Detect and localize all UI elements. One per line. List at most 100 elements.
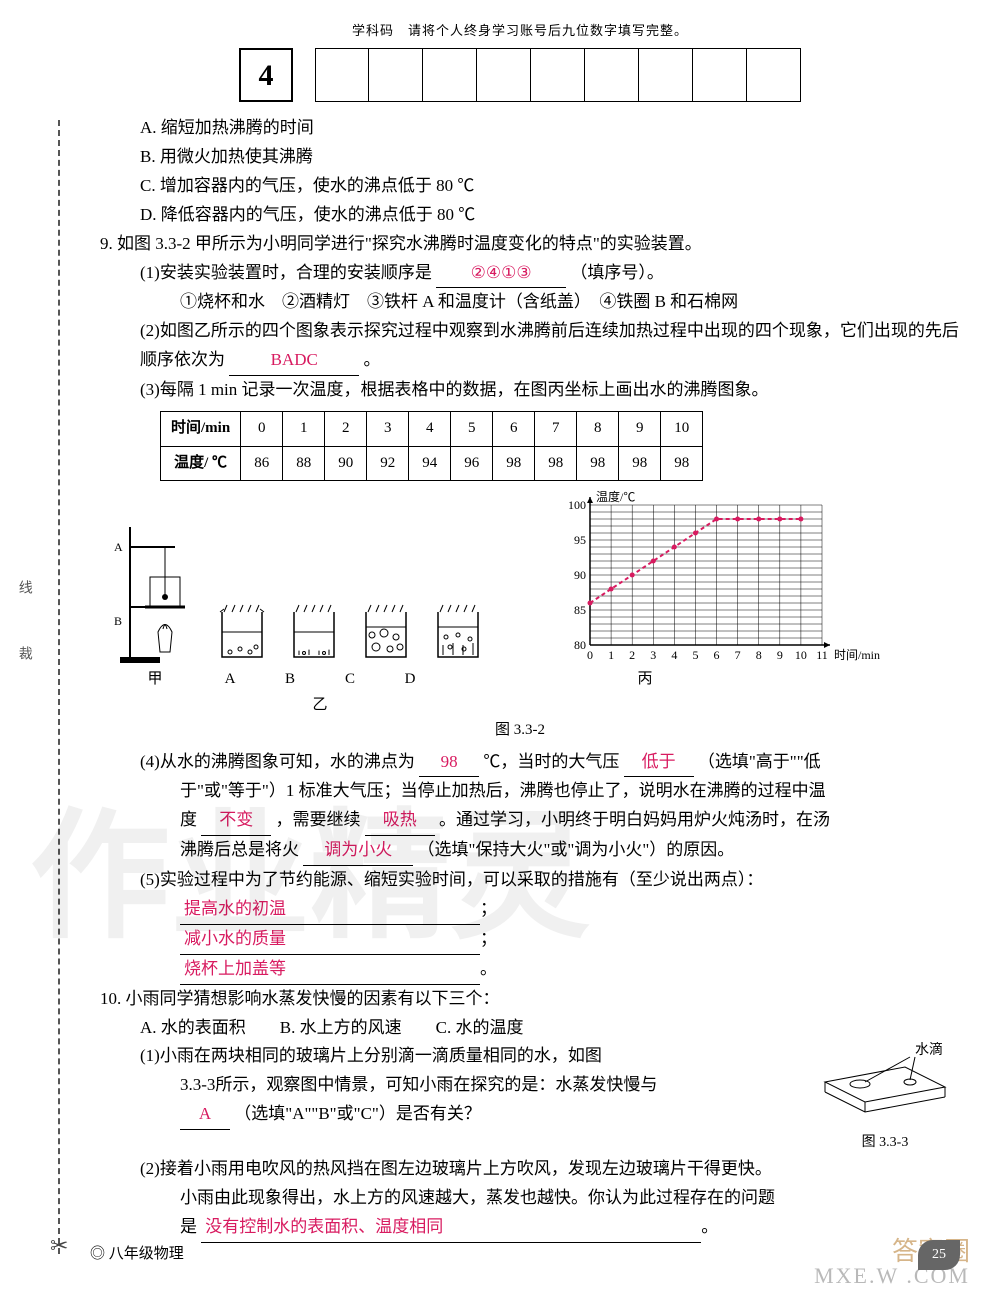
- svg-text:3: 3: [650, 648, 656, 662]
- subject-code: 4: [239, 48, 293, 102]
- svg-text:100: 100: [568, 498, 586, 512]
- svg-text:5: 5: [692, 648, 698, 662]
- q10-p1a: (1)小雨在两块相同的玻璃片上分别滴一滴质量相同的水，如图: [140, 1042, 810, 1071]
- q9-p2-ans: BADC: [229, 346, 359, 376]
- q8-option-c: C. 增加容器内的气压，使水的沸点低于 80 ℃: [140, 172, 960, 201]
- q9-p4-line3: 度 不变 ，需要继续 吸热 。通过学习，小明终于明白妈妈用炉火炖汤时，在汤: [180, 806, 960, 836]
- figures-row: A B: [110, 487, 960, 667]
- svg-text:水滴: 水滴: [915, 1042, 943, 1058]
- q10-p2c: 是 没有控制水的表面积、温度相同。: [180, 1213, 960, 1243]
- beaker-c-icon: [356, 597, 416, 667]
- header-note: 学科码 请将个人终身学习账号后九位数字填写完整。: [80, 20, 960, 42]
- id-cell[interactable]: [315, 48, 369, 102]
- fig-number: 图 3.3-2: [80, 718, 960, 744]
- svg-text:温度/℃: 温度/℃: [596, 489, 635, 504]
- cut-line: [58, 120, 60, 1254]
- svg-text:85: 85: [574, 603, 586, 617]
- label-jia: 甲: [110, 667, 200, 693]
- svg-text:A: A: [114, 540, 123, 554]
- q9-p4-line4: 沸腾后总是将火 调为小火 （选填"保持大火"或"调为小火"）的原因。: [180, 836, 960, 866]
- page-number: 25: [918, 1240, 960, 1270]
- ans-measure2: 减小水的质量: [180, 925, 480, 955]
- table-row: 温度/ ℃ 8688 9092 9496 9898 9898 98: [161, 446, 703, 481]
- boiling-chart: 0 1 2 3 4 5 6 7 8 9 10 11 80 85 90 95 100 温度/℃ 时间/min: [552, 487, 882, 667]
- q10-p1b: 3.3-3所示，观察图中情景，可知小雨在探究的是：水蒸发快慢与: [180, 1071, 810, 1100]
- svg-text:4: 4: [671, 648, 677, 662]
- q9-stem: 9. 如图 3.3-2 甲所示为小明同学进行"探究水沸腾时温度变化的特点"的实验…: [100, 230, 960, 259]
- id-cell[interactable]: [477, 48, 531, 102]
- row1-label: 时间/min: [161, 412, 241, 447]
- q9-p1-items: ①烧杯和水 ②酒精灯 ③铁杆 A 和温度计（含纸盖） ④铁圈 B 和石棉网: [180, 288, 960, 317]
- side-label: 线 裁: [12, 580, 36, 668]
- svg-text:2: 2: [629, 648, 635, 662]
- q10-p1c: A （选填"A""B"或"C"）是否有关？: [180, 1100, 810, 1130]
- ans-problem: 没有控制水的表面积、温度相同: [201, 1213, 701, 1243]
- ans-pressure: 低于: [624, 748, 694, 778]
- q9-p3: (3)每隔 1 min 记录一次温度，根据表格中的数据，在图丙坐标上画出水的沸腾…: [140, 376, 960, 405]
- ans-fire: 调为小火: [303, 836, 413, 866]
- svg-text:7: 7: [735, 648, 741, 662]
- svg-text:1: 1: [608, 648, 614, 662]
- svg-text:B: B: [114, 614, 122, 628]
- table-row: 时间/min 01 23 45 67 89 10: [161, 412, 703, 447]
- id-cell[interactable]: [423, 48, 477, 102]
- label-b: B: [260, 667, 320, 693]
- q10-p2b: 小雨由此现象得出，水上方的风速越大，蒸发也越快。你认为此过程存在的问题: [180, 1184, 960, 1213]
- svg-text:90: 90: [574, 568, 586, 582]
- beaker-d-icon: [428, 597, 488, 667]
- label-bing: 丙: [480, 667, 810, 693]
- fig333-label: 图 3.3-3: [810, 1131, 960, 1155]
- q9-p4-line2: 于"或"等于"）1 标准大气压；当停止加热后，沸腾也停止了，说明水在沸腾的过程中…: [180, 777, 960, 806]
- glass-plate-icon: 水滴: [815, 1042, 955, 1122]
- ans-measure3: 烧杯上加盖等: [180, 955, 480, 985]
- id-cell[interactable]: [693, 48, 747, 102]
- q10-opts: A. 水的表面积 B. 水上方的风速 C. 水的温度: [140, 1014, 960, 1043]
- label-a: A: [200, 667, 260, 693]
- label-c: C: [320, 667, 380, 693]
- svg-text:9: 9: [777, 648, 783, 662]
- id-box-row: 4: [80, 48, 960, 102]
- id-cell[interactable]: [639, 48, 693, 102]
- q8-option-d: D. 降低容器内的气压，使水的沸点低于 80 ℃: [140, 201, 960, 230]
- beaker-a-icon: [212, 597, 272, 667]
- q9-p5: (5)实验过程中为了节约能源、缩短实验时间，可以采取的措施有（至少说出两点）：: [140, 866, 960, 895]
- id-cell[interactable]: [369, 48, 423, 102]
- q8-option-a: A. 缩短加热沸腾的时间: [140, 114, 960, 143]
- q9-p1-ans: ②④①③: [436, 259, 566, 289]
- ans-absorb: 吸热: [365, 806, 435, 836]
- ans-factor: A: [180, 1100, 230, 1130]
- q9-p4-line1: (4)从水的沸腾图象可知，水的沸点为 98 ℃，当时的大气压 低于 （选填"高于…: [140, 748, 960, 778]
- svg-text:80: 80: [574, 638, 586, 652]
- q9-p2-post: 。: [364, 350, 381, 369]
- footer-subject: 八年级物理: [109, 1246, 184, 1262]
- svg-text:95: 95: [574, 533, 586, 547]
- label-yi: 乙: [200, 693, 440, 719]
- ans-measure1: 提高水的初温: [180, 895, 480, 925]
- scissors-icon: ✂: [50, 1227, 68, 1264]
- q9-p2: (2)如图乙所示的四个图象表示探究过程中观察到水沸腾前后连续加热过程中出现的四个…: [140, 317, 960, 376]
- q9-data-table: 时间/min 01 23 45 67 89 10 温度/ ℃ 8688 9092…: [160, 411, 703, 481]
- q10-p2a: (2)接着小雨用电吹风的热风挡在图左边玻璃片上方吹风，发现左边玻璃片干得更快。: [140, 1155, 960, 1184]
- q9-p1-pre: (1)安装实验装置时，合理的安装顺序是: [140, 263, 432, 282]
- ans-boilpoint: 98: [419, 748, 479, 778]
- svg-text:6: 6: [714, 648, 720, 662]
- svg-text:11: 11: [816, 648, 828, 662]
- svg-text:时间/min: 时间/min: [834, 648, 880, 662]
- svg-text:8: 8: [756, 648, 762, 662]
- q9-p1: (1)安装实验装置时，合理的安装顺序是 ②④①③ （填序号）。: [140, 259, 960, 289]
- svg-text:10: 10: [795, 648, 807, 662]
- ans-temp: 不变: [201, 806, 271, 836]
- row2-label: 温度/ ℃: [161, 446, 241, 481]
- q8-option-b: B. 用微火加热使其沸腾: [140, 143, 960, 172]
- fig-captions: 甲 A B C D 丙: [110, 667, 960, 693]
- page-footer: ◎ 八年级物理 25: [90, 1240, 960, 1270]
- q10-stem: 10. 小雨同学猜想影响水蒸发快慢的因素有以下三个：: [100, 985, 960, 1014]
- label-d: D: [380, 667, 440, 693]
- id-cell[interactable]: [585, 48, 639, 102]
- apparatus-jia-icon: A B: [110, 517, 200, 667]
- beaker-b-icon: [284, 597, 344, 667]
- id-cell[interactable]: [747, 48, 801, 102]
- svg-text:0: 0: [587, 648, 593, 662]
- id-cell[interactable]: [531, 48, 585, 102]
- q9-p1-post: （填序号）。: [570, 263, 664, 282]
